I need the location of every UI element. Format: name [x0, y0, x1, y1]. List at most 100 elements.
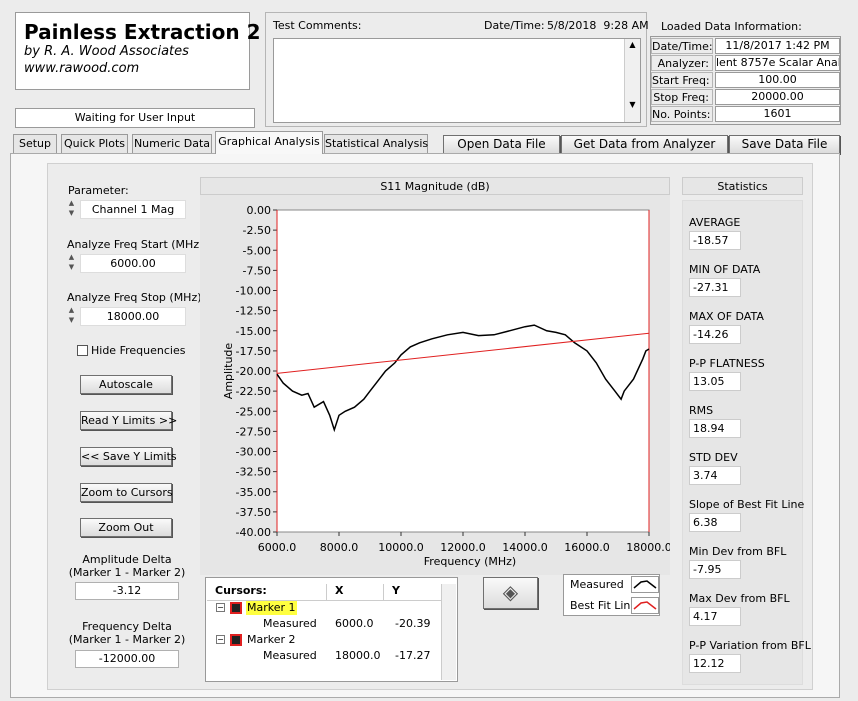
stat-value: 13.05 [689, 372, 741, 391]
cursor-series: Measured [263, 617, 317, 630]
y-tick-label: -37.50 [236, 506, 271, 519]
expander[interactable]: − [216, 635, 225, 644]
info-value: lent 8757e Scalar Analyz [715, 55, 840, 71]
stop-label: Analyze Freq Stop (MHz) [67, 291, 202, 304]
status-box: Waiting for User Input [15, 108, 255, 128]
cursor-name: Marker 1 [246, 601, 297, 615]
cursor-x: 18000.0 [335, 649, 381, 662]
file-button[interactable]: Open Data File [443, 135, 560, 154]
hide-label: Hide Frequencies [91, 344, 186, 357]
loaded-title: Loaded Data Information: [661, 20, 802, 33]
start-label: Analyze Freq Start (MHz) [67, 238, 204, 251]
info-label: Stop Freq: [651, 89, 713, 105]
cursor-header: Cursors: [207, 584, 327, 601]
x-tick-label: 18000.0 [626, 541, 670, 554]
stat-label: P-P FLATNESS [689, 357, 765, 370]
cursor-name: Marker 2 [247, 633, 296, 646]
file-button[interactable]: Get Data from Analyzer [561, 135, 728, 154]
freq-delta: -12000.00 [75, 650, 179, 668]
stat-label: Max Dev from BFL [689, 592, 790, 605]
info-value: 1601 [715, 106, 840, 122]
start-value[interactable]: 6000.00 [80, 254, 186, 273]
stat-value: 4.17 [689, 607, 741, 626]
amp-delta: -3.12 [75, 582, 179, 600]
legend-stroke [633, 580, 657, 589]
x-axis-label: Frequency (MHz) [424, 555, 516, 568]
control-button[interactable]: Read Y Limits >> [80, 411, 177, 430]
cursor-y: -17.27 [395, 649, 431, 662]
y-tick-label: -17.50 [236, 345, 271, 358]
cursor-header: Y [384, 584, 441, 601]
legend-label: Best Fit Line [570, 599, 638, 612]
checkbox[interactable] [77, 345, 88, 356]
info-value: 11/8/2017 1:42 PM [715, 38, 840, 54]
cursor-table [205, 577, 458, 682]
spinner[interactable]: ▲ ▼ [68, 306, 75, 324]
stat-label: MAX OF DATA [689, 310, 764, 323]
stat-label: P-P Variation from BFL [689, 639, 811, 652]
stop-value[interactable]: 18000.00 [80, 307, 186, 326]
cursor-icon [230, 602, 242, 614]
legend-label: Measured [570, 578, 624, 591]
chart-title: S11 Magnitude (dB) [200, 177, 670, 195]
parameter-value[interactable]: Channel 1 Mag [80, 200, 186, 219]
info-label: Analyzer: [651, 55, 713, 71]
expander[interactable]: − [216, 603, 225, 612]
spinner[interactable]: ▲ ▼ [68, 253, 75, 271]
chart: 0.00 -2.50 -5.00 -7.50 -10.00 -12.50 -15.00 -17… [200, 195, 670, 575]
file-button[interactable]: Save Data File [729, 135, 840, 154]
datetime: 5/8/2018 9:28 AM [547, 19, 649, 32]
y-axis-label: Amplitude [222, 343, 235, 400]
y-tick-label: -25.00 [236, 405, 271, 418]
title-box [15, 12, 250, 90]
y-tick-label: -2.50 [243, 224, 271, 237]
scrollbar[interactable] [441, 584, 456, 680]
parameter-label: Parameter: [68, 184, 129, 197]
legend-swatch [631, 576, 659, 593]
comments-frame [265, 12, 647, 127]
control-button[interactable]: Zoom Out [80, 518, 172, 537]
comments-textarea[interactable] [273, 38, 641, 123]
y-tick-label: -35.00 [236, 486, 271, 499]
legend-swatch [631, 597, 659, 614]
tab[interactable]: Numeric Data [132, 134, 212, 153]
x-tick-label: 8000.0 [320, 541, 359, 554]
cursor-move-button[interactable]: ◈ [483, 577, 538, 609]
spinner[interactable]: ▲ ▼ [68, 199, 75, 217]
stat-label: Min Dev from BFL [689, 545, 787, 558]
control-button[interactable]: << Save Y Limits [80, 447, 177, 466]
x-tick-label: 10000.0 [378, 541, 424, 554]
stat-value: 6.38 [689, 513, 741, 532]
legend-line [633, 601, 657, 610]
control-button[interactable]: Autoscale [80, 375, 172, 394]
stat-value: -14.26 [689, 325, 741, 344]
tab[interactable]: Quick Plots [61, 134, 128, 153]
datetime-label: Date/Time: [484, 19, 545, 32]
tab[interactable]: Setup [13, 134, 57, 153]
control-button[interactable]: Zoom to Cursors [80, 483, 173, 502]
tab[interactable]: Graphical Analysis [215, 131, 323, 154]
url: www.rawood.com [24, 61, 140, 76]
info-value: 100.00 [715, 72, 840, 88]
tab[interactable]: Statistical Analysis [324, 134, 428, 153]
stat-value: 12.12 [689, 654, 741, 673]
info-label: Date/Time: [651, 38, 713, 54]
y-tick-label: -32.50 [236, 466, 271, 479]
x-tick-label: 14000.0 [502, 541, 548, 554]
y-tick-label: -22.50 [236, 385, 271, 398]
plot-area [276, 209, 650, 533]
scrollbar[interactable]: ▲ ▼ [624, 39, 640, 122]
stat-label: RMS [689, 404, 714, 417]
y-tick-label: -27.50 [236, 425, 271, 438]
y-tick-label: -15.00 [236, 325, 271, 338]
cursor-x: 6000.0 [335, 617, 374, 630]
stat-label: AVERAGE [689, 216, 741, 229]
series-line [276, 324, 650, 433]
y-tick-label: -10.00 [236, 285, 271, 298]
stat-value: 18.94 [689, 419, 741, 438]
app-title: Painless Extraction 2 [24, 20, 261, 44]
cursor-y: -20.39 [395, 617, 431, 630]
x-tick-label: 16000.0 [564, 541, 610, 554]
y-tick-label: -12.50 [236, 305, 271, 318]
